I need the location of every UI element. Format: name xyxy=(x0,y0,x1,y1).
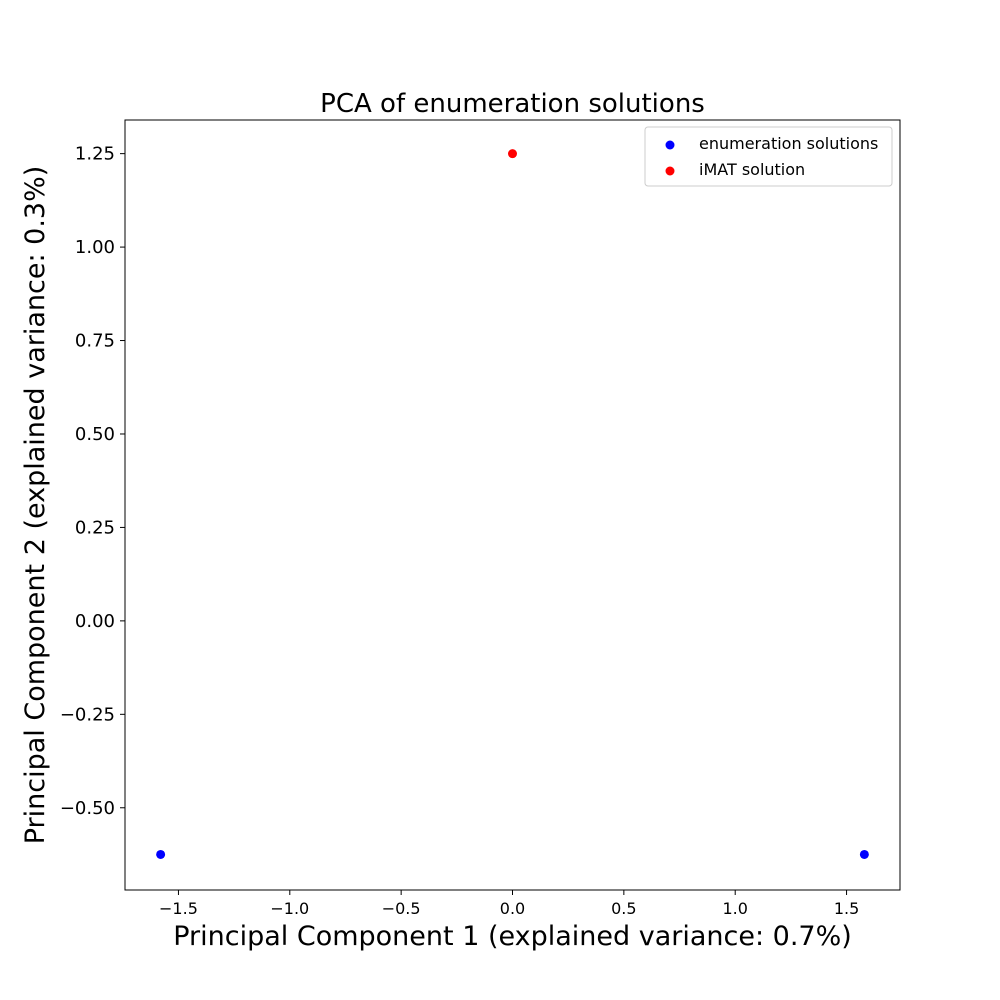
legend: enumeration solutions iMAT solution xyxy=(644,126,893,187)
point-enumeration-solutions xyxy=(156,849,166,859)
point-enumeration-solutions xyxy=(859,849,869,859)
legend-box xyxy=(644,126,893,187)
y-tick-label: 0.50 xyxy=(75,424,115,445)
y-tick-label: 0.75 xyxy=(75,331,115,352)
point-imat-solution xyxy=(508,149,517,159)
y-tick-label: −0.25 xyxy=(60,704,115,725)
x-tick-label: −1.0 xyxy=(270,899,309,918)
legend-marker-enumeration-solutions xyxy=(665,140,675,150)
data-points xyxy=(156,149,869,859)
y-tick-label: 1.00 xyxy=(75,237,115,258)
y-tick-label: −0.50 xyxy=(60,798,115,819)
x-tick-label: 1.0 xyxy=(722,899,747,918)
y-tick-label: 0.00 xyxy=(75,611,115,632)
y-axis-label: Principal Component 2 (explained varianc… xyxy=(20,166,51,845)
legend-label-imat-solution: iMAT solution xyxy=(699,160,805,179)
x-tick-label: −1.5 xyxy=(159,899,198,918)
x-tick-label: −0.5 xyxy=(382,899,421,918)
legend-label-enumeration-solutions: enumeration solutions xyxy=(699,134,878,153)
y-axis-ticks: −0.50 −0.25 0.00 0.25 0.50 0.75 1.00 1.25 xyxy=(60,144,125,819)
y-tick-label: 1.25 xyxy=(75,144,115,165)
chart-title: PCA of enumeration solutions xyxy=(320,89,705,119)
y-tick-label: 0.25 xyxy=(75,517,115,538)
x-tick-label: 1.5 xyxy=(834,899,859,918)
x-tick-label: 0.5 xyxy=(611,899,636,918)
plot-area: −1.5 −1.0 −0.5 0.0 0.5 1.0 1.5 −0.50 −0.25 0.00 0… xyxy=(60,119,901,918)
legend-marker-imat-solution xyxy=(665,166,675,176)
x-tick-label: 0.0 xyxy=(500,899,525,918)
x-axis-label: Principal Component 1 (explained varianc… xyxy=(173,921,852,952)
x-axis-ticks: −1.5 −1.0 −0.5 0.0 0.5 1.0 1.5 xyxy=(159,890,859,918)
